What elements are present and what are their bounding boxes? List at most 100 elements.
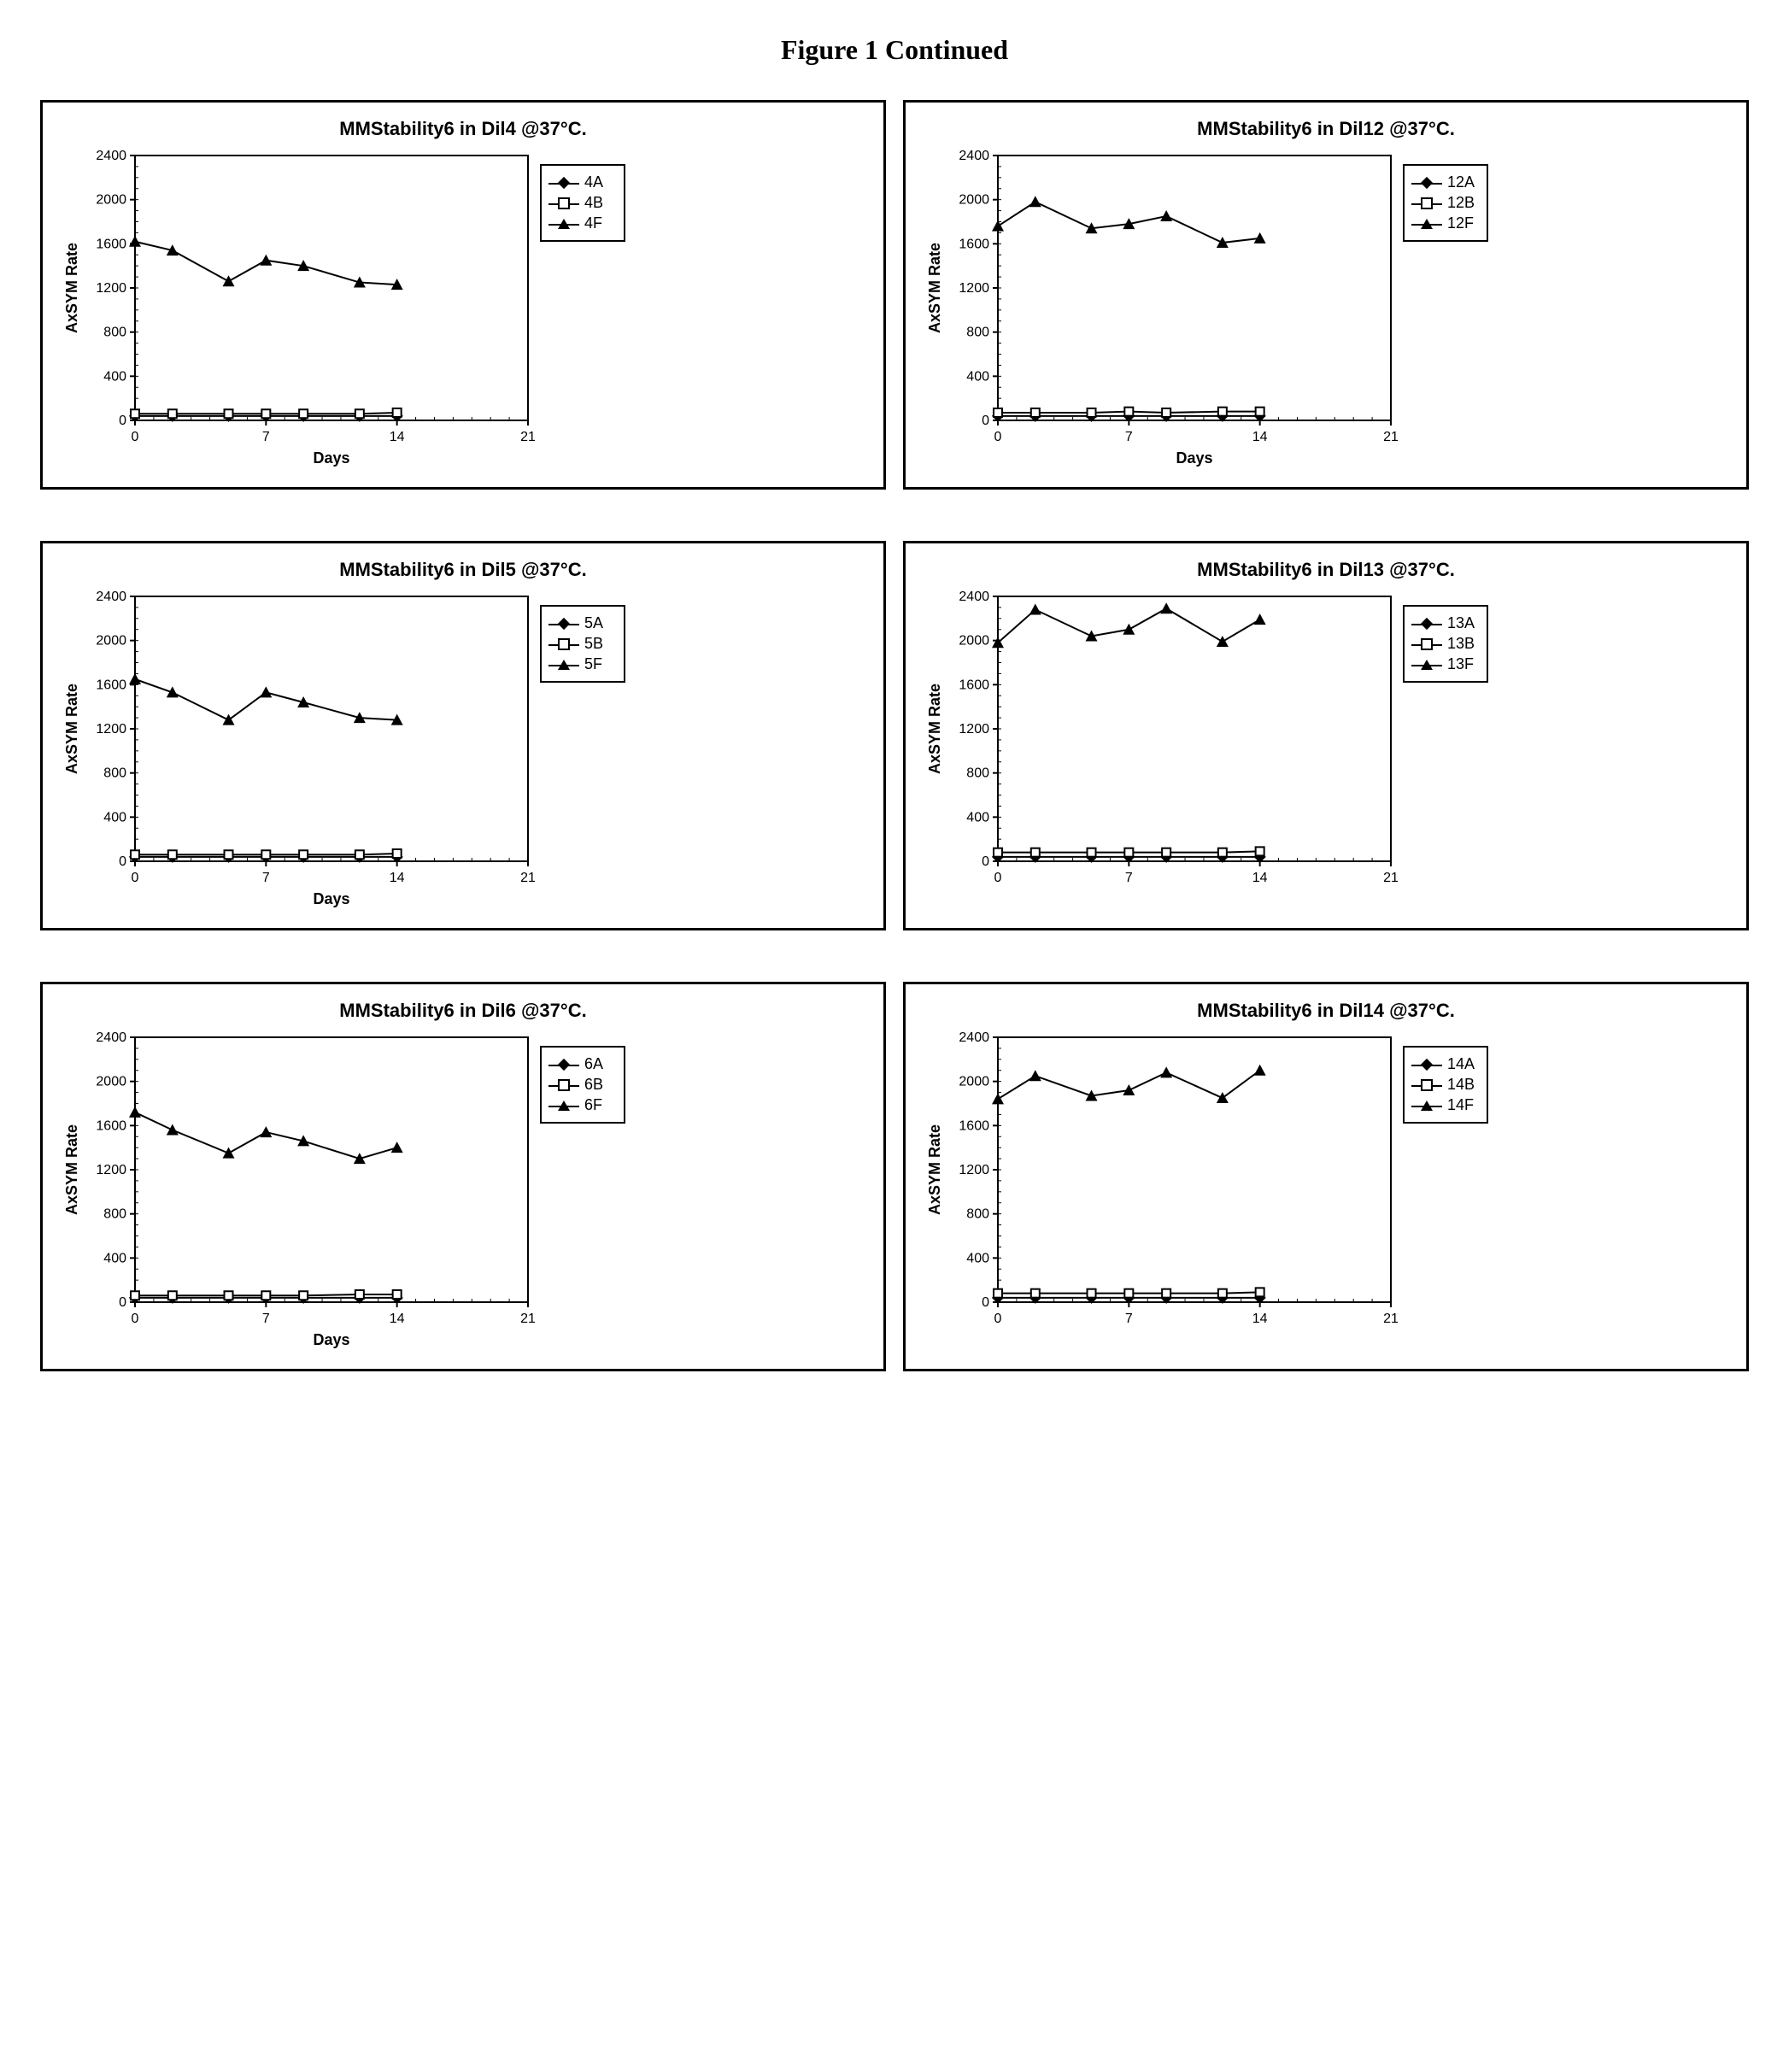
legend-label: 5A [584, 614, 603, 632]
svg-text:21: 21 [1383, 871, 1399, 885]
svg-text:2000: 2000 [96, 1075, 126, 1089]
svg-text:Days: Days [313, 449, 349, 467]
legend-label: 6F [584, 1096, 602, 1114]
svg-text:0: 0 [132, 430, 139, 444]
legend-item: 13F [1411, 655, 1480, 673]
svg-text:800: 800 [966, 766, 989, 781]
svg-text:400: 400 [966, 369, 989, 384]
svg-text:AxSYM Rate: AxSYM Rate [926, 1124, 943, 1215]
legend-item: 4B [548, 194, 617, 212]
legend-label: 12A [1447, 173, 1475, 191]
svg-text:1200: 1200 [959, 722, 989, 737]
chart-dil4: 04008001200160020002400071421AxSYM RateD… [58, 147, 537, 472]
svg-text:21: 21 [1383, 430, 1399, 444]
legend-label: 13B [1447, 635, 1475, 653]
svg-text:400: 400 [966, 1251, 989, 1265]
svg-text:800: 800 [966, 1207, 989, 1222]
legend-item: 4F [548, 214, 617, 232]
svg-text:Days: Days [313, 890, 349, 907]
svg-text:2400: 2400 [96, 149, 126, 163]
svg-text:0: 0 [982, 854, 989, 869]
legend-item: 14A [1411, 1055, 1480, 1073]
svg-text:7: 7 [262, 430, 270, 444]
svg-text:AxSYM Rate: AxSYM Rate [926, 243, 943, 333]
legend-item: 6B [548, 1076, 617, 1094]
panel-title: MMStability6 in Dil14 @37°C. [921, 1000, 1731, 1022]
svg-text:0: 0 [994, 430, 1002, 444]
svg-text:AxSYM Rate: AxSYM Rate [63, 243, 80, 333]
svg-text:0: 0 [982, 414, 989, 428]
legend-dil4: 4A 4B 4F [540, 164, 625, 242]
svg-text:14: 14 [390, 871, 405, 885]
chart-dil12: 04008001200160020002400071421AxSYM RateD… [921, 147, 1399, 472]
svg-text:2000: 2000 [959, 1075, 989, 1089]
svg-text:0: 0 [132, 1312, 139, 1326]
svg-text:2000: 2000 [959, 193, 989, 208]
svg-text:7: 7 [1125, 871, 1133, 885]
svg-text:800: 800 [103, 326, 126, 340]
panel-title: MMStability6 in Dil6 @37°C. [58, 1000, 868, 1022]
legend-item: 12B [1411, 194, 1480, 212]
svg-text:7: 7 [262, 1312, 270, 1326]
svg-text:1200: 1200 [959, 1163, 989, 1177]
svg-text:400: 400 [103, 1251, 126, 1265]
svg-text:0: 0 [119, 1295, 126, 1310]
svg-text:800: 800 [103, 1207, 126, 1222]
svg-text:400: 400 [966, 810, 989, 825]
svg-text:14: 14 [1252, 1312, 1268, 1326]
legend-marker-square-icon [1411, 638, 1442, 650]
legend-label: 5F [584, 655, 602, 673]
legend-dil6: 6A 6B 6F [540, 1046, 625, 1124]
svg-text:1200: 1200 [96, 281, 126, 296]
svg-text:7: 7 [262, 871, 270, 885]
legend-label: 13F [1447, 655, 1474, 673]
legend-item: 13B [1411, 635, 1480, 653]
svg-text:14: 14 [390, 430, 405, 444]
svg-text:2400: 2400 [959, 590, 989, 604]
legend-item: 12F [1411, 214, 1480, 232]
svg-text:7: 7 [1125, 1312, 1133, 1326]
panel-dil4: MMStability6 in Dil4 @37°C. 040080012001… [40, 100, 886, 490]
legend-label: 12F [1447, 214, 1474, 232]
legend-marker-square-icon [1411, 1079, 1442, 1091]
panel-title: MMStability6 in Dil13 @37°C. [921, 559, 1731, 581]
svg-text:AxSYM Rate: AxSYM Rate [63, 1124, 80, 1215]
panel-title: MMStability6 in Dil5 @37°C. [58, 559, 868, 581]
legend-marker-diamond-icon [548, 177, 579, 189]
svg-text:400: 400 [103, 810, 126, 825]
svg-text:AxSYM Rate: AxSYM Rate [63, 684, 80, 774]
legend-dil13: 13A 13B 13F [1403, 605, 1488, 683]
svg-text:Days: Days [313, 1331, 349, 1348]
legend-item: 5A [548, 614, 617, 632]
svg-text:0: 0 [994, 871, 1002, 885]
legend-label: 14A [1447, 1055, 1475, 1073]
panel-dil13: MMStability6 in Dil13 @37°C. 0 400 800 1200… [903, 541, 1749, 930]
legend-label: 6A [584, 1055, 603, 1073]
legend-marker-square-icon [1411, 197, 1442, 209]
panel-dil5: MMStability6 in Dil5 @37°C. 040080012001… [40, 541, 886, 930]
svg-text:21: 21 [1383, 1312, 1399, 1326]
panel-title: MMStability6 in Dil4 @37°C. [58, 118, 868, 140]
chart-dil6: 04008001200160020002400071421AxSYM RateD… [58, 1029, 537, 1353]
legend-item: 12A [1411, 173, 1480, 191]
legend-marker-triangle-icon [1411, 218, 1442, 230]
chart-dil5: 04008001200160020002400071421AxSYM RateD… [58, 588, 537, 913]
svg-text:21: 21 [520, 1312, 536, 1326]
legend-marker-square-icon [548, 197, 579, 209]
chart-grid: MMStability6 in Dil4 @37°C. 0 400 800 1200 1… [40, 100, 1749, 1371]
svg-text:21: 21 [520, 430, 536, 444]
legend-marker-triangle-icon [1411, 659, 1442, 671]
svg-text:0: 0 [119, 854, 126, 869]
legend-item: 14B [1411, 1076, 1480, 1094]
legend-label: 4A [584, 173, 603, 191]
svg-text:1600: 1600 [959, 678, 989, 692]
legend-marker-diamond-icon [1411, 177, 1442, 189]
legend-label: 13A [1447, 614, 1475, 632]
svg-text:0: 0 [132, 871, 139, 885]
svg-text:AxSYM Rate: AxSYM Rate [926, 684, 943, 774]
legend-item: 13A [1411, 614, 1480, 632]
legend-marker-diamond-icon [548, 618, 579, 630]
legend-dil14: 14A 14B 14F [1403, 1046, 1488, 1124]
svg-text:0: 0 [994, 1312, 1002, 1326]
legend-item: 4A [548, 173, 617, 191]
